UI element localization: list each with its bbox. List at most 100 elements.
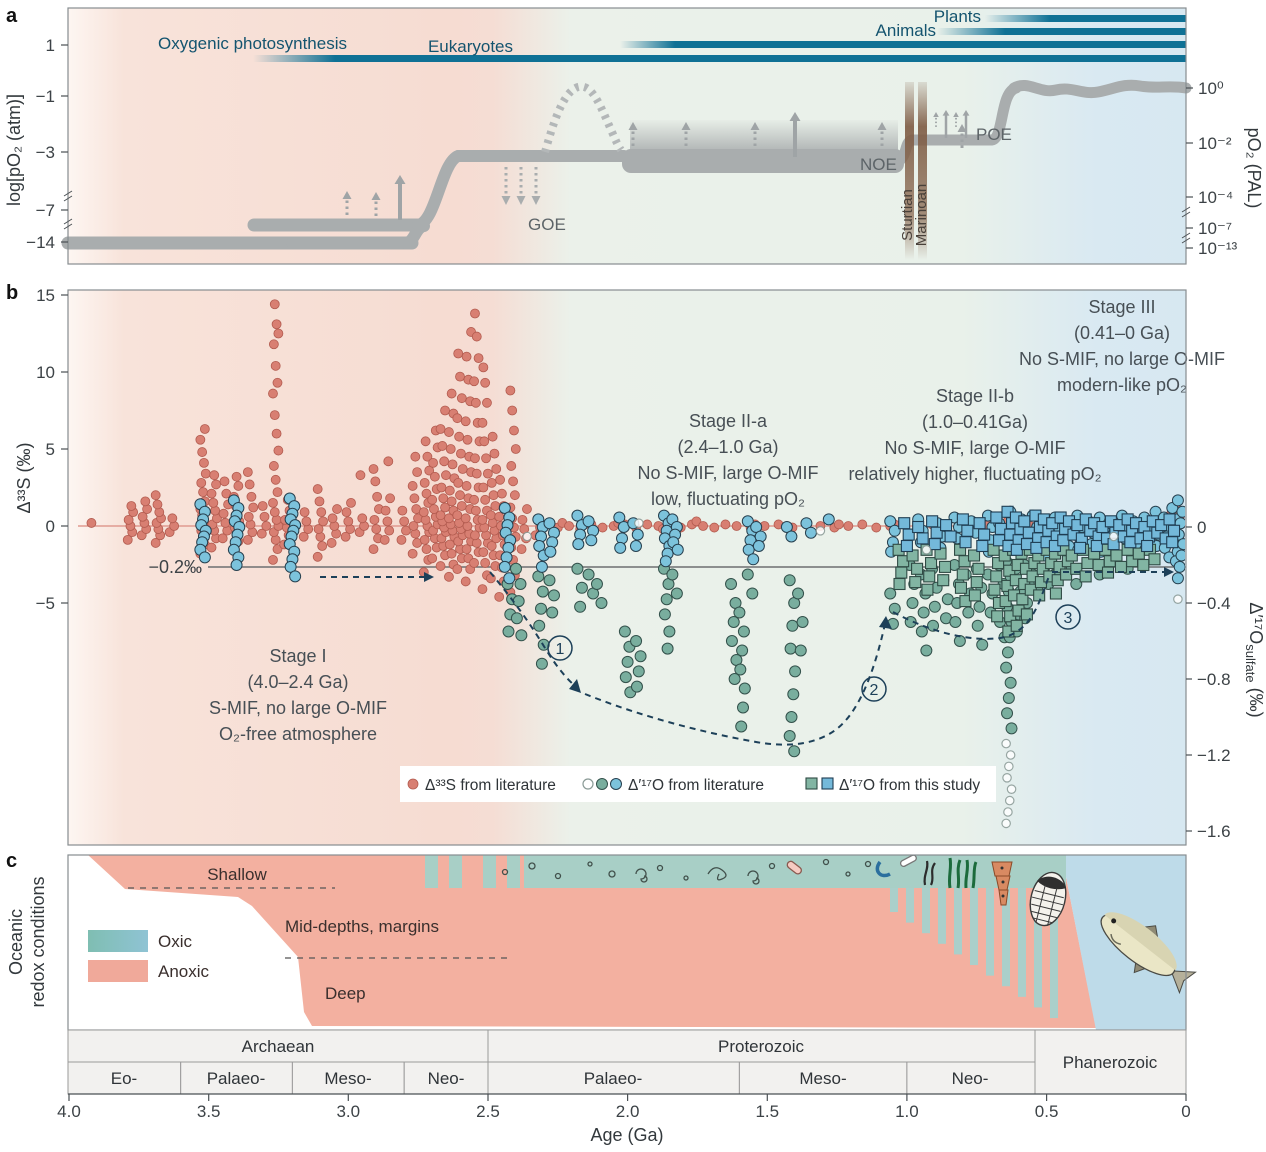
data-point [401, 525, 411, 536]
oxic-swatch [88, 930, 148, 952]
data-point [462, 434, 473, 445]
data-point [1141, 539, 1154, 553]
data-point [510, 444, 521, 454]
data-point [1090, 539, 1103, 553]
data-point [658, 608, 671, 621]
eukaryotes-label: Eukaryotes [428, 37, 513, 56]
b-ytick: 10 [36, 363, 55, 382]
data-point [211, 479, 221, 490]
panel-c: c Shallow Mid-depths, margins Deep Oxic … [6, 850, 1197, 1145]
data-point [469, 558, 479, 568]
data-point [691, 516, 702, 527]
eon-label-archaean: Archaean [242, 1037, 315, 1056]
data-point [370, 476, 381, 487]
data-point [991, 610, 1004, 623]
data-point [437, 441, 448, 451]
data-point [421, 544, 432, 554]
legend-label-1: Δ³³S from literature [425, 777, 556, 794]
data-point [895, 566, 908, 579]
data-point [543, 517, 556, 530]
data-point [671, 543, 684, 556]
data-point [505, 385, 516, 396]
data-point [618, 625, 631, 638]
data-point [199, 457, 209, 468]
data-point [938, 560, 952, 573]
data-point [909, 576, 922, 589]
data-point [455, 490, 465, 501]
data-point [1177, 538, 1185, 551]
era-label: Palaeo- [207, 1069, 266, 1088]
data-point [473, 353, 484, 364]
stage-2a-text: Stage II-a (2.4–1.0 Ga) No S-MIF, large … [637, 411, 818, 509]
data-point [1006, 784, 1017, 794]
a-ytick: −3 [36, 143, 55, 162]
data-point [792, 587, 805, 600]
data-point [571, 509, 584, 522]
hook-fossil-icon [875, 860, 891, 878]
data-point [733, 606, 746, 619]
a-ytick: −7 [36, 201, 55, 220]
data-point [231, 471, 242, 482]
a-ytick-r: 10⁰ [1198, 79, 1224, 98]
data-point [396, 534, 407, 545]
data-point [420, 436, 431, 447]
oxic-stripe [938, 888, 946, 944]
organism-icons [501, 854, 1197, 995]
data-point [784, 642, 797, 655]
microbe-icon [822, 858, 830, 866]
data-point [196, 477, 207, 488]
data-point [126, 501, 137, 511]
b-ytick-r: 0 [1197, 518, 1206, 537]
data-point [1004, 795, 1015, 806]
era-cell [487, 1061, 740, 1095]
data-point [397, 505, 408, 516]
worm-icon [707, 867, 727, 881]
era-label: Eo- [111, 1069, 137, 1088]
data-point [815, 525, 826, 536]
mid-depths-label: Mid-depths, margins [285, 917, 439, 936]
data-point [233, 481, 244, 491]
data-point [248, 502, 259, 513]
a-right-axis-label: pO₂ (PAL) [1244, 128, 1264, 209]
data-point [787, 688, 800, 701]
data-point [273, 445, 284, 456]
data-point [419, 477, 430, 488]
data-point [871, 522, 882, 533]
trilobite-icon [1029, 871, 1067, 927]
data-point [990, 511, 1003, 524]
microbe-icon [768, 862, 776, 870]
data-point [470, 530, 480, 541]
data-point [379, 534, 390, 545]
data-point [663, 625, 676, 638]
poe-label: POE [976, 125, 1012, 144]
oxic-stripe [906, 888, 914, 923]
data-point [727, 616, 740, 628]
oxic-stripe [922, 888, 930, 934]
b-left-axis-label: Δ³³S (‰) [14, 442, 34, 513]
oxygenic-photosynthesis-bar [253, 55, 1186, 62]
data-point [447, 459, 458, 470]
data-point [659, 555, 672, 568]
data-point [1004, 676, 1017, 689]
b-ytick: 0 [46, 517, 55, 536]
data-point [478, 482, 489, 493]
data-point [1004, 761, 1014, 772]
data-point [478, 547, 489, 558]
data-point [898, 517, 911, 530]
data-point [956, 568, 969, 581]
data-point [785, 711, 798, 723]
data-point [1176, 505, 1185, 518]
data-point [220, 518, 231, 528]
data-point [471, 331, 482, 342]
data-point [572, 538, 585, 551]
oxygenic-photosynthesis-label: Oxygenic photosynthesis [158, 34, 347, 53]
animals-label: Animals [876, 21, 936, 40]
data-point [737, 625, 750, 638]
data-point [916, 532, 929, 545]
data-point [438, 493, 449, 504]
svg-text:(4.0–2.4 Ga): (4.0–2.4 Ga) [247, 672, 348, 692]
data-point [498, 560, 511, 573]
data-point [1171, 494, 1184, 507]
life-bars: Oxygenic photosynthesis Eukaryotes Anima… [158, 7, 1186, 62]
data-point [444, 513, 454, 524]
